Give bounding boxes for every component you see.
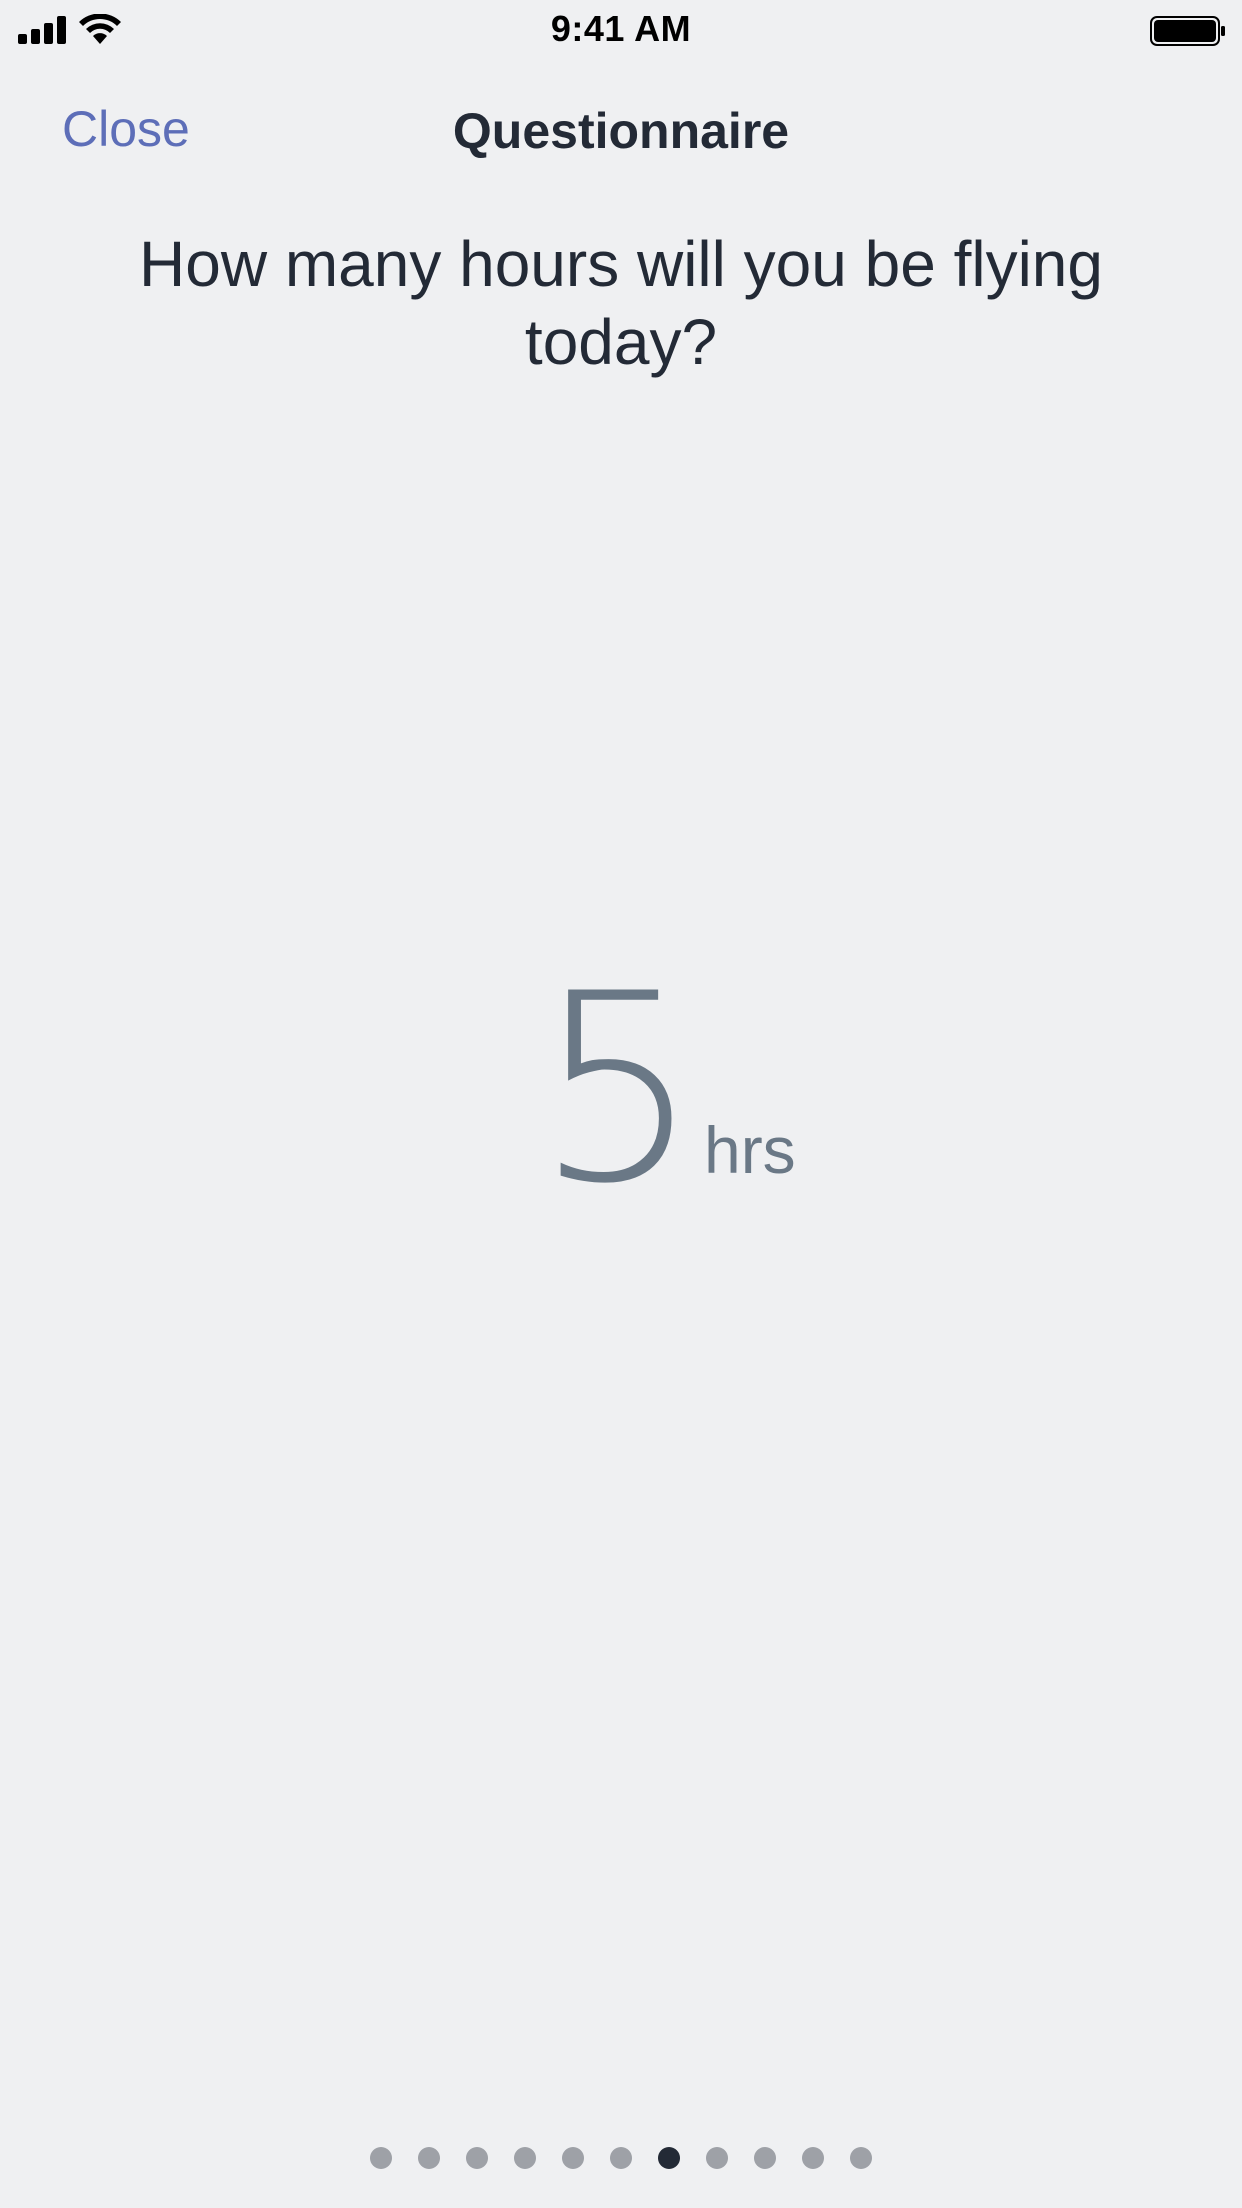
page-dot-active[interactable] (658, 2147, 680, 2169)
page-dot[interactable] (466, 2147, 488, 2169)
page-dot[interactable] (706, 2147, 728, 2169)
status-bar: 9:41 AM (0, 0, 1242, 62)
hours-unit-label: hrs (704, 1113, 796, 1187)
wifi-icon (79, 14, 121, 44)
page-dot[interactable] (754, 2147, 776, 2169)
question-text: How many hours will you be flying today? (139, 228, 1103, 378)
page-dot[interactable] (850, 2147, 872, 2169)
hours-value: 5 (535, 939, 701, 1241)
page-indicator[interactable] (0, 2147, 1242, 2171)
navigation-bar: Close Questionnaire (0, 90, 1242, 170)
page-dot[interactable] (610, 2147, 632, 2169)
status-time: 9:41 AM (550, 8, 692, 49)
page-dot[interactable] (802, 2147, 824, 2169)
close-button[interactable]: Close (62, 101, 190, 157)
hours-value-picker[interactable]: 5 hrs (0, 960, 1242, 1220)
page-dot[interactable] (514, 2147, 536, 2169)
page-dot[interactable] (370, 2147, 392, 2169)
cellular-signal-icon (18, 16, 66, 44)
page-dot[interactable] (418, 2147, 440, 2169)
page-dot[interactable] (562, 2147, 584, 2169)
battery-icon (1150, 16, 1225, 46)
